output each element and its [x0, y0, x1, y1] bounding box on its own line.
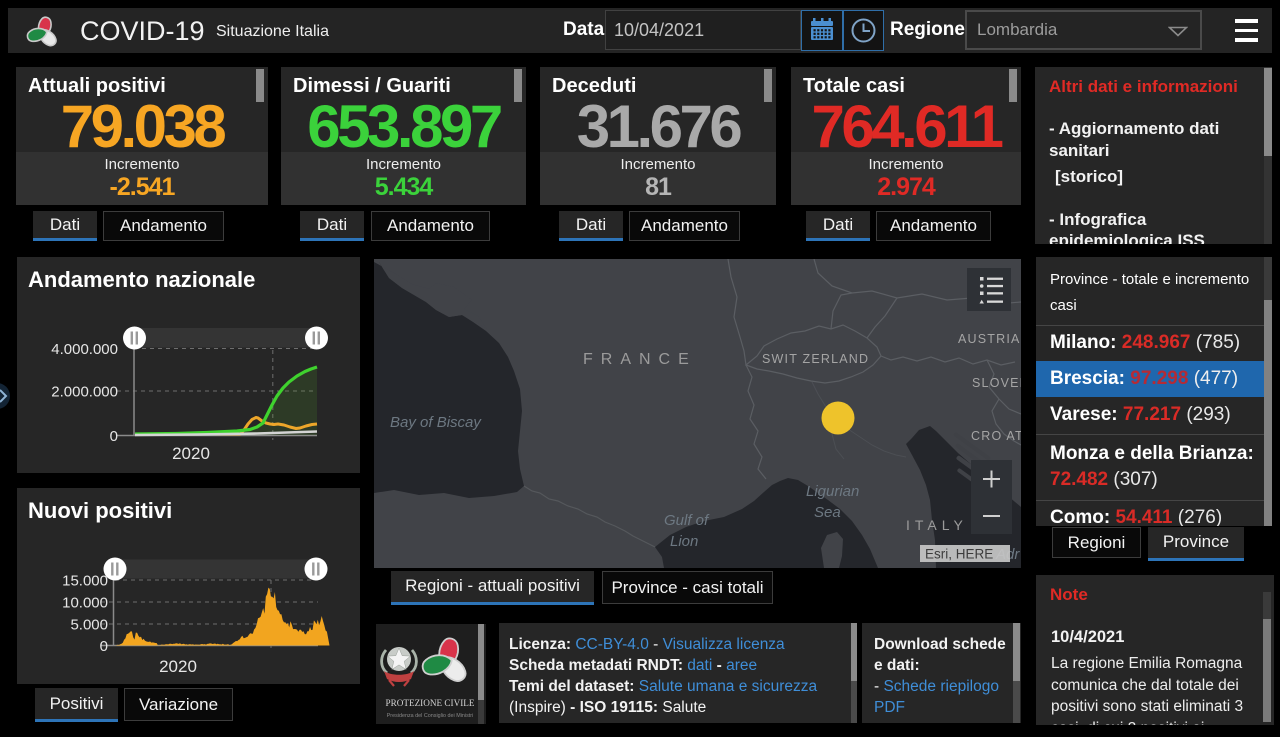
svg-text:10.000: 10.000: [62, 595, 108, 612]
svg-text:AUSTRIA: AUSTRIA: [958, 332, 1021, 346]
svg-text:Esri, HERE: Esri, HERE: [925, 547, 993, 562]
svg-text:Presidenza del Consiglio dei M: Presidenza del Consiglio dei Ministri: [387, 713, 474, 719]
svg-text:Gulf of: Gulf of: [664, 512, 710, 529]
svg-text:SLOVEN: SLOVEN: [972, 376, 1021, 390]
svg-text:4.000.000: 4.000.000: [51, 341, 118, 358]
svg-text:5.000: 5.000: [70, 617, 108, 634]
svg-text:Bay of Biscay: Bay of Biscay: [390, 414, 482, 431]
svg-text:PROTEZIONE CIVILE: PROTEZIONE CIVILE: [385, 698, 474, 708]
svg-text:CRO ATIA: CRO ATIA: [971, 429, 1021, 443]
svg-text:2020: 2020: [159, 657, 197, 676]
svg-text:Sea: Sea: [814, 504, 841, 521]
svg-text:ITALY: ITALY: [906, 517, 968, 533]
svg-text:SWIT ZERLAND: SWIT ZERLAND: [762, 352, 869, 366]
svg-text:Ligurian: Ligurian: [806, 483, 859, 500]
svg-text:0: 0: [110, 428, 118, 445]
svg-text:2020: 2020: [172, 444, 210, 463]
svg-text:2.000.000: 2.000.000: [51, 384, 118, 401]
svg-text:15.000: 15.000: [62, 573, 108, 590]
svg-text:Lion: Lion: [670, 533, 698, 550]
svg-text:FRANCE: FRANCE: [583, 351, 697, 368]
svg-text:0: 0: [100, 638, 108, 655]
